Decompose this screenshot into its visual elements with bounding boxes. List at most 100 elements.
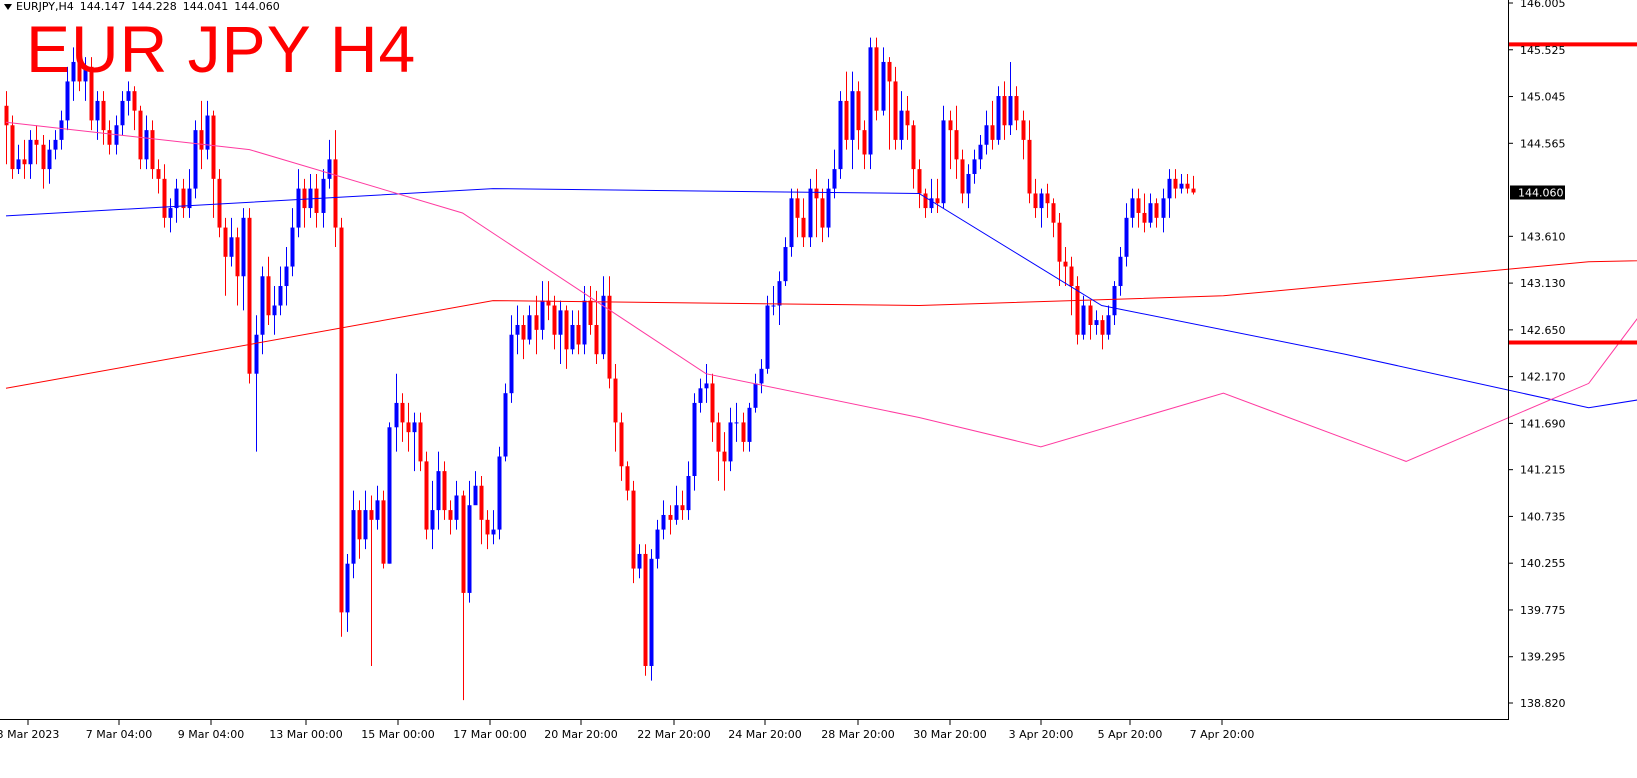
candle-body — [467, 505, 472, 593]
candle — [235, 227, 240, 306]
candle — [1057, 212, 1062, 287]
candle — [948, 110, 953, 170]
candle-body — [1027, 139, 1032, 194]
candle — [704, 363, 709, 403]
candle-body — [1112, 286, 1117, 316]
x-tick-label: 7 Mar 04:00 — [86, 728, 152, 741]
candle — [144, 115, 149, 170]
candle-body — [430, 510, 435, 530]
candle-body — [412, 422, 417, 433]
candle — [789, 188, 794, 257]
low-price: 144.041 — [182, 0, 229, 13]
annotations — [1508, 42, 1637, 345]
candle-body — [1136, 198, 1141, 213]
candle — [168, 198, 173, 233]
candle — [625, 461, 630, 501]
candle — [1124, 203, 1129, 267]
candle-body — [540, 300, 545, 330]
candle-body — [10, 125, 15, 170]
candle — [107, 120, 112, 155]
candle-body — [1142, 212, 1147, 223]
candle-body — [174, 188, 179, 209]
candle-body — [187, 188, 192, 209]
candle — [503, 383, 508, 462]
candle-body — [1094, 320, 1099, 325]
x-tick-label: 17 Mar 00:00 — [453, 728, 526, 741]
candle — [747, 402, 752, 452]
candle — [692, 393, 697, 491]
candle-body — [692, 402, 697, 476]
candle — [406, 402, 411, 452]
candle — [1191, 175, 1196, 195]
candle — [710, 373, 715, 442]
candle-body — [1148, 203, 1153, 223]
x-tick-label: 24 Mar 20:00 — [728, 728, 801, 741]
x-tick-label: 30 Mar 20:00 — [913, 728, 986, 741]
candle-body — [199, 130, 204, 150]
candle — [601, 276, 606, 360]
candle — [795, 188, 800, 238]
candle — [814, 169, 819, 238]
candle-body — [400, 402, 405, 423]
candle — [905, 96, 910, 140]
candle-body — [1161, 198, 1166, 218]
y-tick-label: 146.005 — [1520, 0, 1566, 10]
candle — [101, 91, 106, 145]
candle — [174, 178, 179, 223]
candle-body — [795, 198, 800, 218]
overlay-title: EUR JPY H4 — [26, 12, 417, 86]
candle-body — [1118, 256, 1123, 287]
candle — [674, 485, 679, 525]
candle — [728, 407, 733, 472]
candle-body — [814, 188, 819, 199]
candle — [394, 373, 399, 452]
candle — [247, 208, 252, 384]
candle-body — [241, 217, 246, 277]
candle-body — [954, 130, 959, 160]
candle — [1027, 120, 1032, 204]
x-tick-label: 5 Apr 20:00 — [1098, 728, 1163, 741]
candle-body — [960, 159, 965, 194]
candle-body — [193, 130, 198, 189]
candle-body — [333, 159, 338, 228]
candle-body — [254, 334, 259, 374]
candle-body — [990, 125, 995, 140]
candle — [546, 281, 551, 321]
candle — [521, 315, 526, 360]
candle — [345, 553, 350, 632]
x-tick-label: 3 Mar 2023 — [0, 728, 59, 741]
chevron-down-icon[interactable] — [4, 4, 12, 10]
candle — [722, 432, 727, 491]
candle-body — [1051, 203, 1056, 223]
candle-body — [613, 378, 618, 423]
candle-body — [643, 553, 648, 666]
candle — [199, 100, 204, 170]
candle — [1021, 110, 1026, 160]
candle — [126, 81, 131, 116]
candle — [680, 490, 685, 520]
y-tick-label: 139.775 — [1520, 604, 1566, 617]
candle-body — [217, 178, 222, 228]
y-tick-label: 145.045 — [1520, 91, 1566, 104]
candle-body — [47, 149, 52, 170]
candle-body — [229, 237, 234, 257]
candle — [491, 510, 496, 545]
candle — [643, 544, 648, 676]
candle — [893, 66, 898, 150]
candle — [47, 139, 52, 184]
candle-body — [150, 130, 155, 170]
candle-body — [887, 61, 892, 82]
candle — [266, 256, 271, 325]
candle — [28, 130, 33, 179]
candle — [1136, 188, 1141, 228]
candle — [619, 412, 624, 481]
candle-body — [789, 198, 794, 248]
x-tick-label: 20 Mar 20:00 — [544, 728, 617, 741]
candle — [339, 217, 344, 637]
candle-body — [16, 159, 21, 170]
candle-body — [850, 91, 855, 140]
candle — [558, 300, 563, 364]
y-tick-label: 139.295 — [1520, 651, 1566, 664]
candle-body — [698, 388, 703, 403]
